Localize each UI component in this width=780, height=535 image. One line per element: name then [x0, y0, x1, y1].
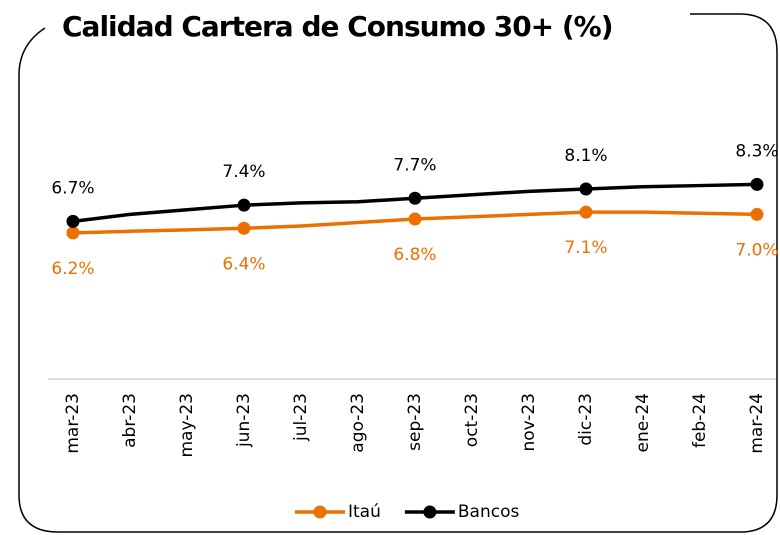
marker: [66, 226, 80, 240]
x-tick-label: mar-23: [63, 393, 83, 454]
x-tick-label: may-23: [177, 393, 197, 458]
data-label: 6.8%: [393, 245, 436, 265]
legend-marker: [313, 505, 327, 519]
marker: [579, 205, 593, 219]
data-label: 8.1%: [564, 146, 607, 166]
x-tick-label: mar-24: [747, 393, 767, 454]
x-tick-label: jun-23: [234, 393, 254, 448]
data-label: 7.0%: [735, 240, 778, 260]
legend-label: Itaú: [348, 502, 381, 522]
legend-marker: [423, 505, 437, 519]
legend-label: Bancos: [458, 502, 520, 522]
data-label: 6.7%: [51, 178, 94, 198]
marker: [750, 177, 764, 191]
chart-title: Calidad Cartera de Consumo 30+ (%): [62, 10, 613, 43]
marker: [66, 214, 80, 228]
x-tick-label: abr-23: [120, 393, 140, 448]
data-label: 8.3%: [735, 141, 778, 161]
marker: [408, 212, 422, 226]
data-label: 7.1%: [564, 238, 607, 258]
data-label: 6.4%: [222, 254, 265, 274]
marker: [237, 198, 251, 212]
data-label: 6.2%: [51, 259, 94, 279]
data-label: 7.4%: [222, 162, 265, 182]
x-tick-label: feb-24: [690, 393, 710, 448]
x-tick-label: sep-23: [405, 393, 425, 451]
marker: [579, 182, 593, 196]
x-tick-label: ago-23: [348, 393, 368, 453]
frame: [18, 13, 778, 533]
data-label: 7.7%: [393, 155, 436, 175]
marker: [408, 191, 422, 205]
marker: [237, 221, 251, 235]
x-tick-label: dic-23: [576, 393, 596, 446]
x-tick-label: jul-23: [291, 393, 311, 442]
marker: [750, 207, 764, 221]
x-tick-label: ene-24: [633, 393, 653, 452]
x-tick-label: oct-23: [462, 393, 482, 447]
x-tick-label: nov-23: [519, 393, 539, 452]
